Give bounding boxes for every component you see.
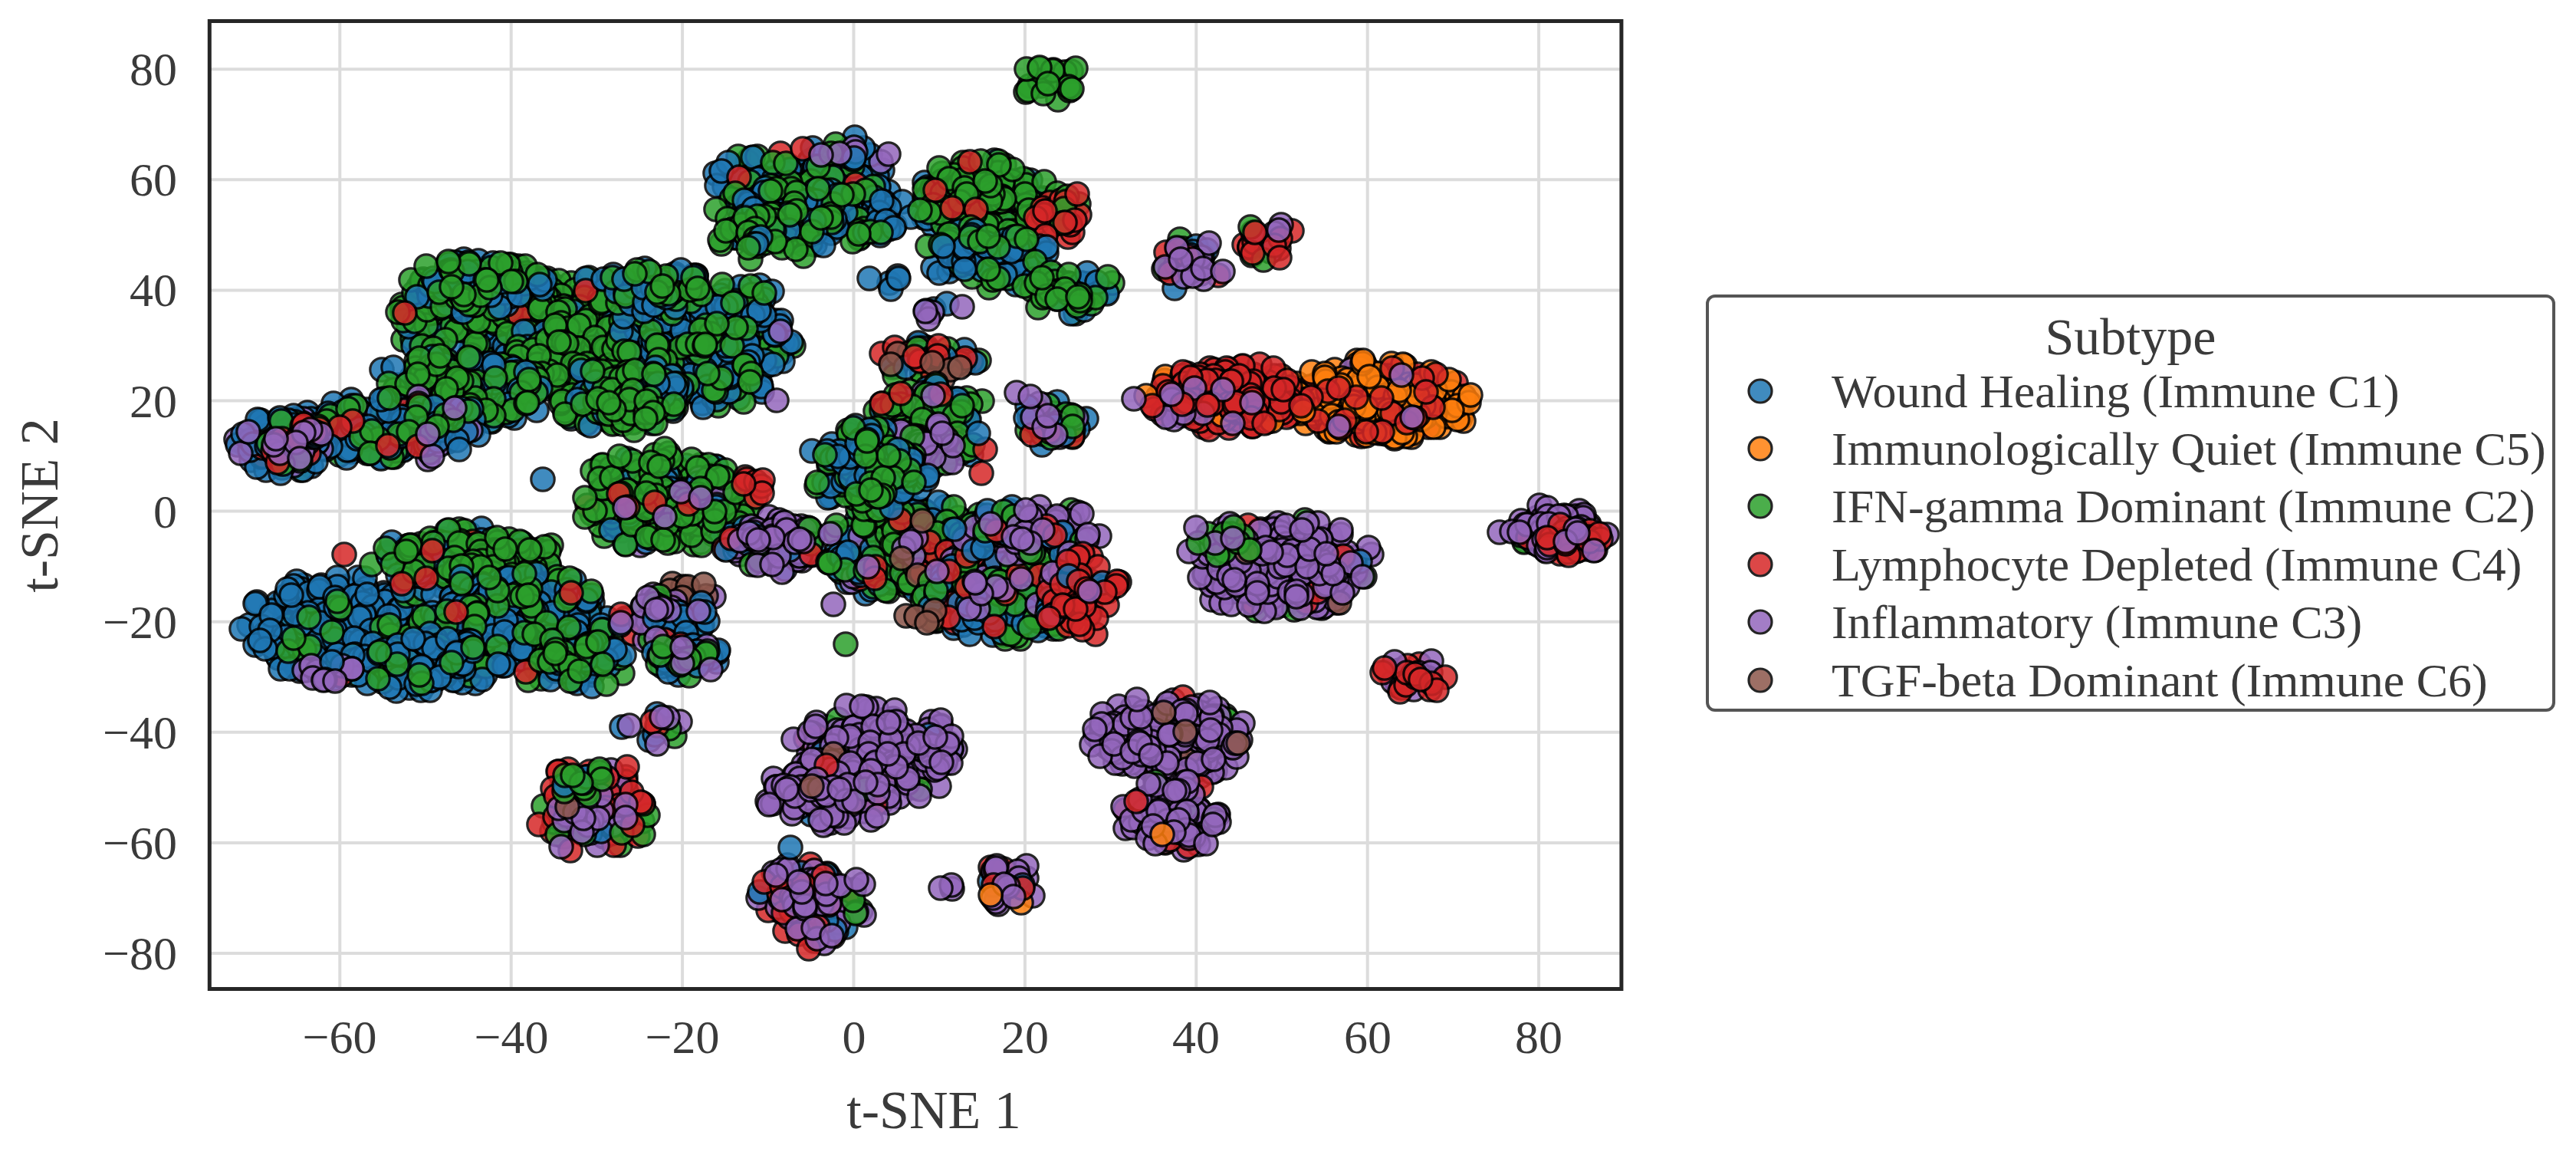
svg-text:−20: −20 xyxy=(103,596,177,648)
svg-text:−80: −80 xyxy=(103,927,177,979)
svg-text:t-SNE 1: t-SNE 1 xyxy=(846,1081,1021,1140)
svg-text:40: 40 xyxy=(130,264,177,316)
svg-text:−60: −60 xyxy=(303,1011,377,1063)
svg-text:Immunologically Quiet (Immune: Immunologically Quiet (Immune C5) xyxy=(1832,423,2546,475)
svg-text:TGF-beta Dominant (Immune C6): TGF-beta Dominant (Immune C6) xyxy=(1832,654,2488,707)
svg-text:−60: −60 xyxy=(103,817,177,869)
svg-text:60: 60 xyxy=(130,153,177,206)
svg-text:Subtype: Subtype xyxy=(2045,308,2216,366)
svg-text:20: 20 xyxy=(1001,1011,1049,1063)
svg-text:Lymphocyte Depleted (Immune C4: Lymphocyte Depleted (Immune C4) xyxy=(1832,538,2522,591)
svg-text:80: 80 xyxy=(1515,1011,1562,1063)
svg-text:0: 0 xyxy=(153,485,177,538)
svg-text:Wound Healing (Immune C1): Wound Healing (Immune C1) xyxy=(1832,365,2400,418)
svg-text:80: 80 xyxy=(130,43,177,95)
svg-text:−40: −40 xyxy=(103,706,177,758)
svg-text:Inflammatory (Immune C3): Inflammatory (Immune C3) xyxy=(1832,596,2362,649)
svg-text:0: 0 xyxy=(843,1011,866,1063)
svg-text:20: 20 xyxy=(130,375,177,427)
svg-text:40: 40 xyxy=(1172,1011,1220,1063)
svg-text:t-SNE 2: t-SNE 2 xyxy=(10,418,69,593)
svg-text:IFN-gamma Dominant (Immune C2): IFN-gamma Dominant (Immune C2) xyxy=(1832,480,2535,533)
svg-text:−20: −20 xyxy=(646,1011,720,1063)
svg-text:−40: −40 xyxy=(475,1011,549,1063)
svg-text:60: 60 xyxy=(1344,1011,1392,1063)
